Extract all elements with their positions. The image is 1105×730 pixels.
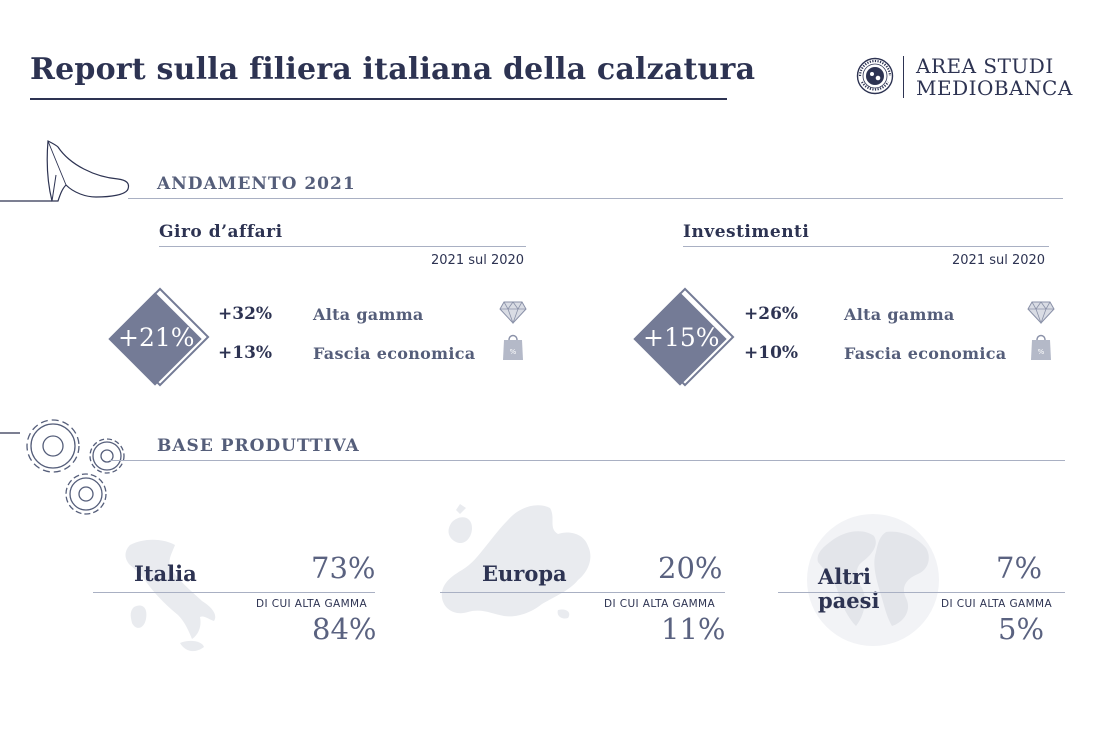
italy-map-icon <box>120 535 230 660</box>
section-rule-andamento <box>128 198 1063 199</box>
region-rule-italia <box>93 592 375 593</box>
caption-alta-gamma-europa: DI CUI ALTA GAMMA <box>604 598 716 610</box>
total-investimenti: +15% <box>643 323 720 352</box>
shopping-bag-icon: % <box>502 331 524 361</box>
region-name-line-1: Altri <box>818 564 872 589</box>
title-underline <box>30 98 727 100</box>
caption-alta-gamma-italia: DI CUI ALTA GAMMA <box>256 598 368 610</box>
share-europa: 20% <box>658 551 723 585</box>
europe-map-icon <box>438 500 618 640</box>
diamond-icon <box>1027 300 1055 324</box>
brand-name: AREA STUDI MEDIOBANCA <box>916 55 1073 99</box>
period-caption-giro-affari: 2021 sul 2020 <box>431 253 525 268</box>
report-title: Report sulla filiera italiana della calz… <box>30 52 756 87</box>
value-fascia-economica: +10% <box>744 343 799 363</box>
label-alta-gamma: Alta gamma <box>844 305 955 324</box>
region-rule-altri-paesi <box>778 592 1065 593</box>
high-end-share-europa: 11% <box>661 612 726 646</box>
period-caption-investimenti: 2021 sul 2020 <box>952 253 1046 268</box>
value-fascia-economica: +13% <box>218 343 273 363</box>
section-rule-base-produttiva <box>110 460 1065 461</box>
section-label-base-produttiva: BASE PRODUTTIVA <box>157 436 360 456</box>
share-altri-paesi: 7% <box>996 551 1043 585</box>
block-title-giro-affari: Giro d’affari <box>159 222 283 242</box>
value-alta-gamma: +26% <box>744 304 799 324</box>
high-heel-shoe-icon <box>0 135 140 205</box>
gears-icon <box>0 408 135 520</box>
caption-alta-gamma-altri-paesi: DI CUI ALTA GAMMA <box>941 598 1053 610</box>
logo-divider <box>903 56 904 98</box>
region-name-italia: Italia <box>134 561 197 586</box>
brand-line-1: AREA STUDI <box>916 54 1054 78</box>
mediobanca-seal-icon <box>856 57 894 95</box>
share-italia: 73% <box>311 551 376 585</box>
label-fascia-economica: Fascia economica <box>844 344 1007 363</box>
section-label-andamento: ANDAMENTO 2021 <box>157 174 356 194</box>
high-end-share-altri-paesi: 5% <box>998 612 1045 646</box>
block-rule-giro-affari <box>159 246 526 247</box>
label-fascia-economica: Fascia economica <box>313 344 476 363</box>
diamond-icon <box>499 300 527 324</box>
brand-line-2: MEDIOBANCA <box>916 76 1073 100</box>
region-name-altri-paesi: Altri paesi <box>818 565 879 613</box>
block-rule-investimenti <box>683 246 1049 247</box>
total-giro-affari: +21% <box>118 323 195 352</box>
region-name-europa: Europa <box>482 561 567 586</box>
block-title-investimenti: Investimenti <box>683 222 810 242</box>
label-alta-gamma: Alta gamma <box>313 305 424 324</box>
shopping-bag-icon: % <box>1030 331 1052 361</box>
region-rule-europa <box>440 592 725 593</box>
svg-text:%: % <box>510 348 517 356</box>
svg-text:%: % <box>1038 348 1045 356</box>
globe-map-icon <box>800 512 946 648</box>
value-alta-gamma: +32% <box>218 304 273 324</box>
high-end-share-italia: 84% <box>312 612 377 646</box>
